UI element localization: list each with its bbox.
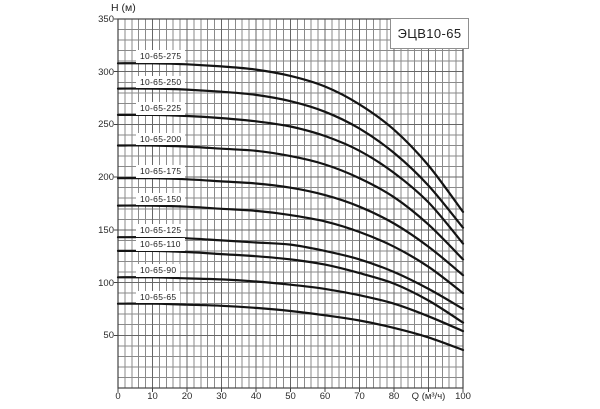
x-tick-label: 80 xyxy=(388,391,400,402)
pump-curves xyxy=(116,62,465,352)
curve-label-10-65-150: 10-65-150 xyxy=(136,192,186,206)
y-tick-label: 300 xyxy=(98,66,114,78)
curve-10-65-225 xyxy=(116,113,465,245)
x-tick-label: 30 xyxy=(216,391,227,402)
x-tick-label: 40 xyxy=(250,391,262,402)
curve-label-10-65-275: 10-65-275 xyxy=(136,50,186,63)
x-tick-label: 20 xyxy=(181,391,193,402)
curve-10-65-275 xyxy=(116,62,465,213)
curve-label-10-65-65: 10-65-65 xyxy=(136,290,181,304)
curve-10-65-250 xyxy=(116,87,465,229)
x-tick-label: 100 xyxy=(455,391,471,402)
x-tick-label: 70 xyxy=(354,391,365,402)
y-tick-label: 150 xyxy=(98,224,114,236)
x-tick-label: 0 xyxy=(115,391,121,402)
y-tick-label: 50 xyxy=(103,330,114,342)
y-tick-label: 250 xyxy=(98,119,114,131)
chart-title: ЭЦВ10-65 xyxy=(397,26,462,41)
x-tick-label: 60 xyxy=(319,391,331,402)
y-tick-label: 200 xyxy=(98,172,114,184)
axis-tick-marks xyxy=(114,18,464,392)
curve-10-65-175 xyxy=(116,177,465,277)
curve-label-10-65-225: 10-65-225 xyxy=(136,101,186,115)
curve-10-65-150 xyxy=(116,204,465,295)
curve-label-10-65-125: 10-65-125 xyxy=(136,224,186,237)
curve-10-65-200 xyxy=(116,144,465,261)
curve-label-10-65-175: 10-65-175 xyxy=(136,165,186,178)
x-tick-label: 10 xyxy=(147,391,158,402)
y-axis-title: H (м) xyxy=(111,2,136,14)
curve-10-65-110 xyxy=(116,249,465,324)
curve-10-65-90 xyxy=(116,276,465,333)
curve-10-65-125 xyxy=(116,236,465,310)
curve-label-10-65-250: 10-65-250 xyxy=(136,75,186,89)
y-tick-label: 350 xyxy=(98,14,114,25)
curve-10-65-65 xyxy=(116,302,465,352)
curve-label-10-65-200: 10-65-200 xyxy=(136,132,186,146)
curve-label-10-65-110: 10-65-110 xyxy=(136,237,185,251)
chart-title-box: ЭЦВ10-65 xyxy=(390,18,469,49)
curve-label-10-65-90: 10-65-90 xyxy=(136,264,181,277)
x-axis-title: Q (м³/ч) xyxy=(411,391,446,402)
plot-border xyxy=(117,18,464,389)
y-tick-label: 100 xyxy=(98,277,114,289)
x-tick-label: 50 xyxy=(285,391,296,402)
